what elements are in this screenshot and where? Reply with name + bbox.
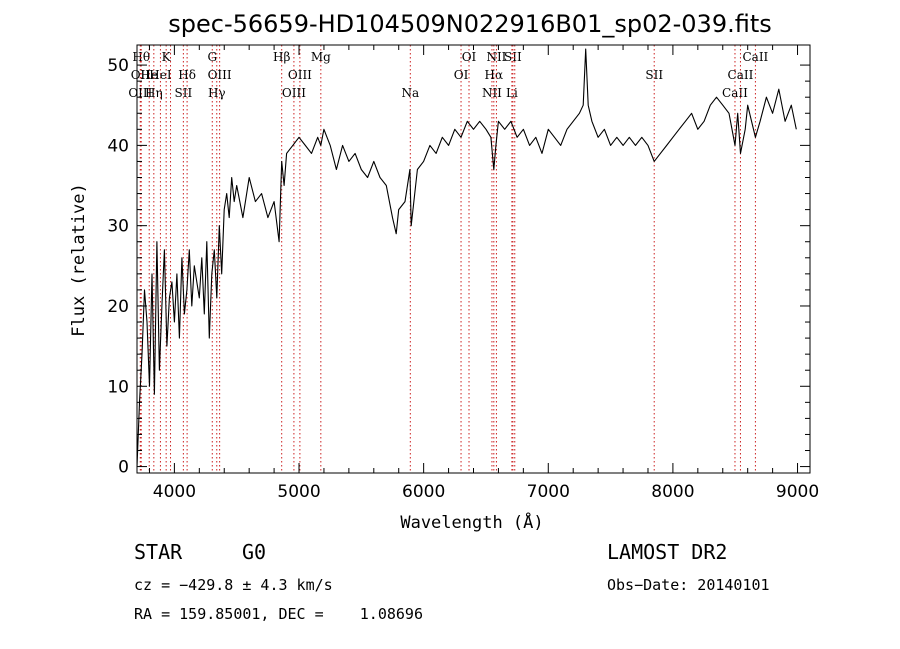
marker-label-10: G <box>207 50 217 64</box>
marker-label-4: Hη <box>145 86 163 100</box>
marker-label-29: CaII <box>742 50 768 64</box>
object-subclass: G0 <box>242 540 267 564</box>
marker-label-0: Hθ <box>132 50 150 64</box>
spectrum-series-line <box>136 48 797 467</box>
marker-label-9: SII <box>175 86 193 100</box>
marker-label-22: NII <box>486 50 506 64</box>
marker-label-24: SII <box>504 50 522 64</box>
marker-label-18: OI <box>454 68 469 82</box>
chart-title: spec-56659-HD104509N022916B01_sp02-039.f… <box>168 10 772 38</box>
x-tick-label: 5000 <box>277 482 320 502</box>
marker-label-5: HeI <box>149 68 172 82</box>
marker-label-8: Hδ <box>178 68 196 82</box>
marker-label-17: Na <box>401 86 419 100</box>
y-tick-label: 0 <box>118 458 129 478</box>
spectrum-plot <box>136 48 797 467</box>
marker-label-27: CaII <box>722 86 748 100</box>
y-tick-label: 20 <box>107 297 129 317</box>
marker-label-19: OI <box>462 50 477 64</box>
y-axis-label: Flux (relative) <box>69 183 89 337</box>
x-tick-label: 6000 <box>402 482 445 502</box>
marker-label-2: OIII <box>128 86 152 100</box>
marker-label-15: OIII <box>288 68 312 82</box>
y-tick-label: 40 <box>107 136 129 156</box>
marker-label-6: K <box>162 50 172 64</box>
coordinates-readout: RA = 159.85001, DEC = 1.08696 <box>134 605 423 623</box>
marker-label-28: CaII <box>728 68 754 82</box>
x-tick-label: 7000 <box>527 482 570 502</box>
x-axis-label: Wavelength (Å) <box>400 511 543 533</box>
marker-label-14: OIII <box>282 86 306 100</box>
marker-label-21: Hα <box>485 68 504 82</box>
marker-label-1: OII <box>131 68 151 82</box>
marker-label-13: Hβ <box>273 50 290 64</box>
marker-label-11: Hγ <box>208 86 226 100</box>
x-axis-ticks: 4000 5000 6000 7000 8000 9000 <box>148 45 819 502</box>
line-markers: HθOIIOIIIHeHηHeIKHδSIIGHγOIIIHβOIIIOIIIM… <box>128 45 769 473</box>
survey-name: LAMOST DR2 <box>607 540 728 564</box>
x-tick-label: 8000 <box>651 482 694 502</box>
y-tick-label: 30 <box>107 217 129 237</box>
redshift-readout: cz = −429.8 ± 4.3 km/s <box>134 576 333 594</box>
x-tick-label: 4000 <box>153 482 196 502</box>
marker-label-26: SII <box>645 68 663 82</box>
y-tick-label: 50 <box>107 56 129 76</box>
marker-label-20: NII <box>482 86 502 100</box>
x-tick-label: 9000 <box>776 482 819 502</box>
object-class: STAR <box>134 540 183 564</box>
marker-label-16: Mg <box>311 50 331 64</box>
y-tick-label: 10 <box>107 377 129 397</box>
obs-date: Obs−Date: 20140101 <box>607 576 770 594</box>
marker-label-23: Li <box>506 86 518 100</box>
y-axis-ticks: 0 10 20 30 40 50 <box>107 56 810 478</box>
marker-label-12: OIII <box>208 68 232 82</box>
